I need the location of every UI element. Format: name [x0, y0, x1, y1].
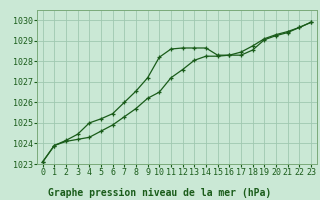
Text: Graphe pression niveau de la mer (hPa): Graphe pression niveau de la mer (hPa): [48, 188, 272, 198]
